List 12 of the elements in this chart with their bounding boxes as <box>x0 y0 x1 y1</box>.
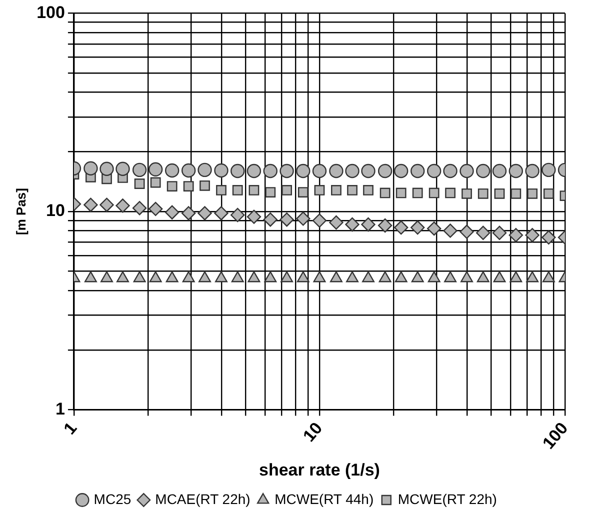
legend-label: MC25 <box>94 490 132 507</box>
y-axis-title: [m Pas] <box>13 188 28 235</box>
legend-label: MCWE(RT 44h) <box>274 490 374 507</box>
y-tick-label: 1 <box>55 399 65 418</box>
legend-label: MCAE(RT 22h) <box>155 490 250 507</box>
x-tick-label: 10 <box>299 418 326 446</box>
x-tick-label: 100 <box>538 418 572 453</box>
x-tick-label: 1 <box>60 418 81 438</box>
x-axis-title: shear rate (1/s) <box>259 460 380 480</box>
y-tick-label: 100 <box>36 2 65 22</box>
legend-label: MCWE(RT 22h) <box>398 490 497 507</box>
y-tick-label: 10 <box>46 201 65 220</box>
